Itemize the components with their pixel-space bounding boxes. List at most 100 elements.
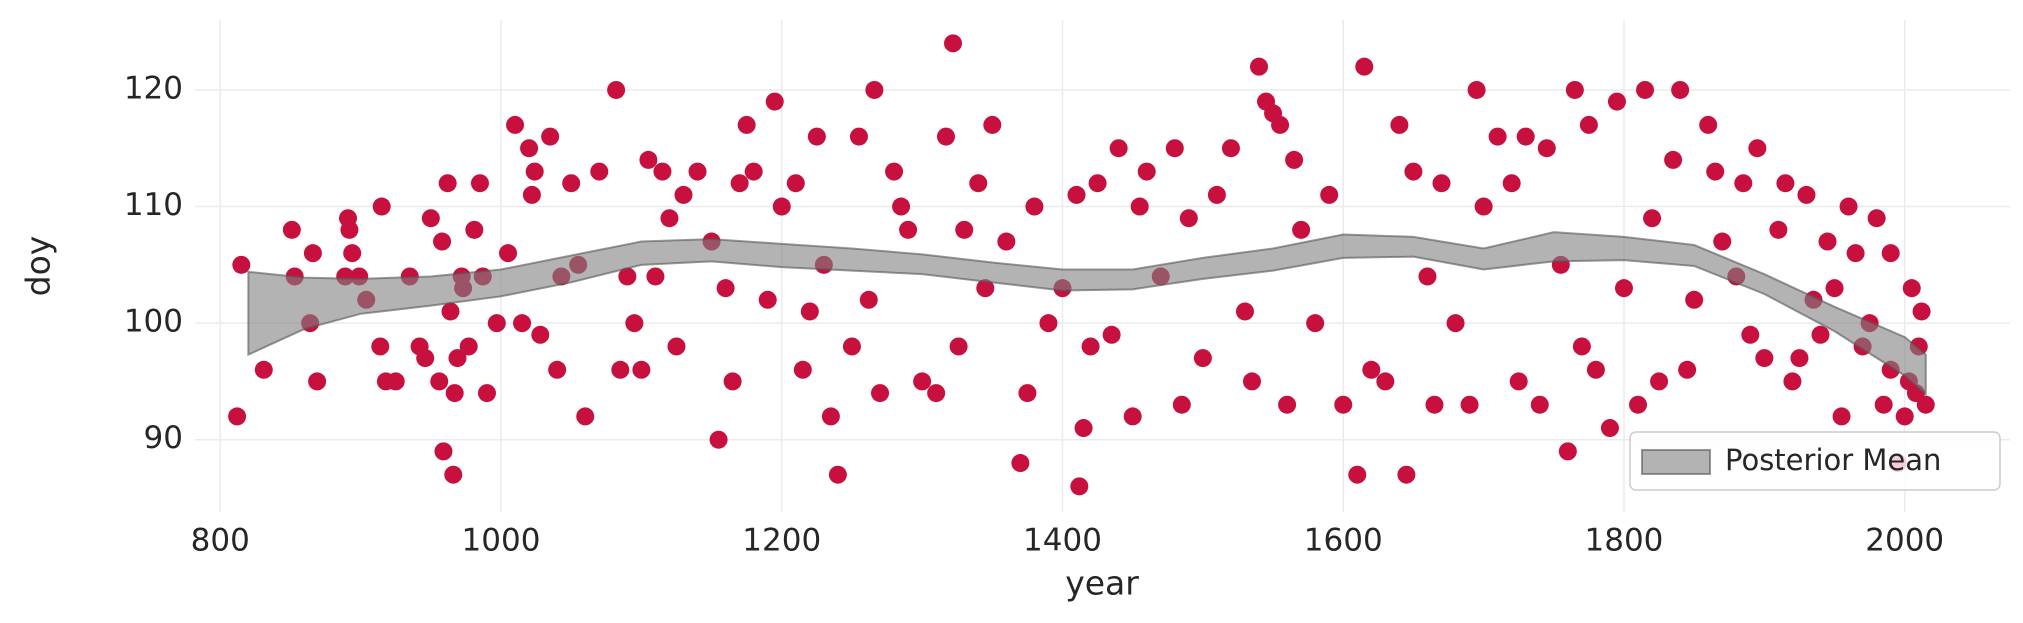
point — [944, 34, 963, 53]
point — [1797, 185, 1816, 204]
point — [793, 360, 812, 379]
point — [607, 80, 626, 99]
point — [1586, 360, 1605, 379]
point — [1109, 139, 1128, 158]
point — [1088, 174, 1107, 193]
point — [1250, 57, 1269, 76]
point — [1271, 115, 1290, 134]
point — [1790, 349, 1809, 368]
point — [849, 127, 868, 146]
point — [1235, 302, 1254, 321]
point — [1741, 325, 1760, 344]
point — [371, 337, 390, 356]
point — [444, 465, 463, 484]
point — [1221, 139, 1240, 158]
point — [1874, 395, 1893, 414]
point — [308, 372, 327, 391]
point — [1502, 174, 1521, 193]
point — [716, 279, 735, 298]
point — [1081, 337, 1100, 356]
point — [1636, 80, 1655, 99]
y-tick-label: 120 — [124, 70, 183, 106]
point — [1039, 314, 1058, 333]
point — [807, 127, 826, 146]
point — [499, 244, 518, 263]
point — [772, 197, 791, 216]
point — [723, 372, 742, 391]
point — [1474, 197, 1493, 216]
point — [936, 127, 955, 146]
point — [282, 220, 301, 239]
point — [618, 267, 637, 286]
point — [1755, 349, 1774, 368]
point — [1285, 150, 1304, 169]
point — [386, 372, 405, 391]
point — [541, 127, 560, 146]
point — [531, 325, 550, 344]
point — [800, 302, 819, 321]
point — [611, 360, 630, 379]
point — [674, 185, 693, 204]
point — [1179, 209, 1198, 228]
point — [786, 174, 805, 193]
point — [576, 407, 595, 426]
point — [1018, 384, 1037, 403]
point — [1846, 244, 1865, 263]
point — [1425, 395, 1444, 414]
point — [1565, 80, 1584, 99]
point — [590, 162, 609, 181]
point — [1671, 80, 1690, 99]
point — [506, 115, 525, 134]
point — [1537, 139, 1556, 158]
point — [758, 290, 777, 309]
point — [372, 197, 391, 216]
point — [1488, 127, 1507, 146]
point — [562, 174, 581, 193]
point — [1902, 279, 1921, 298]
x-tick-label: 1600 — [1304, 523, 1383, 559]
point — [421, 209, 440, 228]
point — [1643, 209, 1662, 228]
point — [885, 162, 904, 181]
point — [976, 279, 995, 298]
point — [737, 115, 756, 134]
point — [927, 384, 946, 403]
point — [1137, 162, 1156, 181]
x-tick-label: 1200 — [742, 523, 821, 559]
point — [1102, 325, 1121, 344]
point — [1432, 174, 1451, 193]
point — [1418, 267, 1437, 286]
point — [228, 407, 247, 426]
point — [1460, 395, 1479, 414]
band — [247, 231, 1927, 397]
point — [1881, 244, 1900, 263]
point — [1242, 372, 1261, 391]
point — [660, 209, 679, 228]
point — [430, 372, 449, 391]
point — [254, 360, 273, 379]
point — [1390, 115, 1409, 134]
point — [828, 465, 847, 484]
point — [1278, 395, 1297, 414]
point — [522, 185, 541, 204]
point — [899, 220, 918, 239]
point — [1074, 419, 1093, 438]
point — [434, 442, 453, 461]
point — [765, 92, 784, 111]
point — [1895, 407, 1914, 426]
legend: Posterior Mean — [1629, 431, 2001, 491]
point — [1404, 162, 1423, 181]
point — [653, 162, 672, 181]
legend-label: Posterior Mean — [1725, 443, 1941, 477]
point — [1776, 174, 1795, 193]
point — [646, 267, 665, 286]
x-tick-label: 1400 — [1023, 523, 1102, 559]
point — [525, 162, 544, 181]
point — [625, 314, 644, 333]
point — [1839, 197, 1858, 216]
point — [1292, 220, 1311, 239]
point — [1916, 395, 1935, 414]
x-tick-label: 2000 — [1865, 523, 1944, 559]
point — [1607, 92, 1626, 111]
point — [1509, 372, 1528, 391]
